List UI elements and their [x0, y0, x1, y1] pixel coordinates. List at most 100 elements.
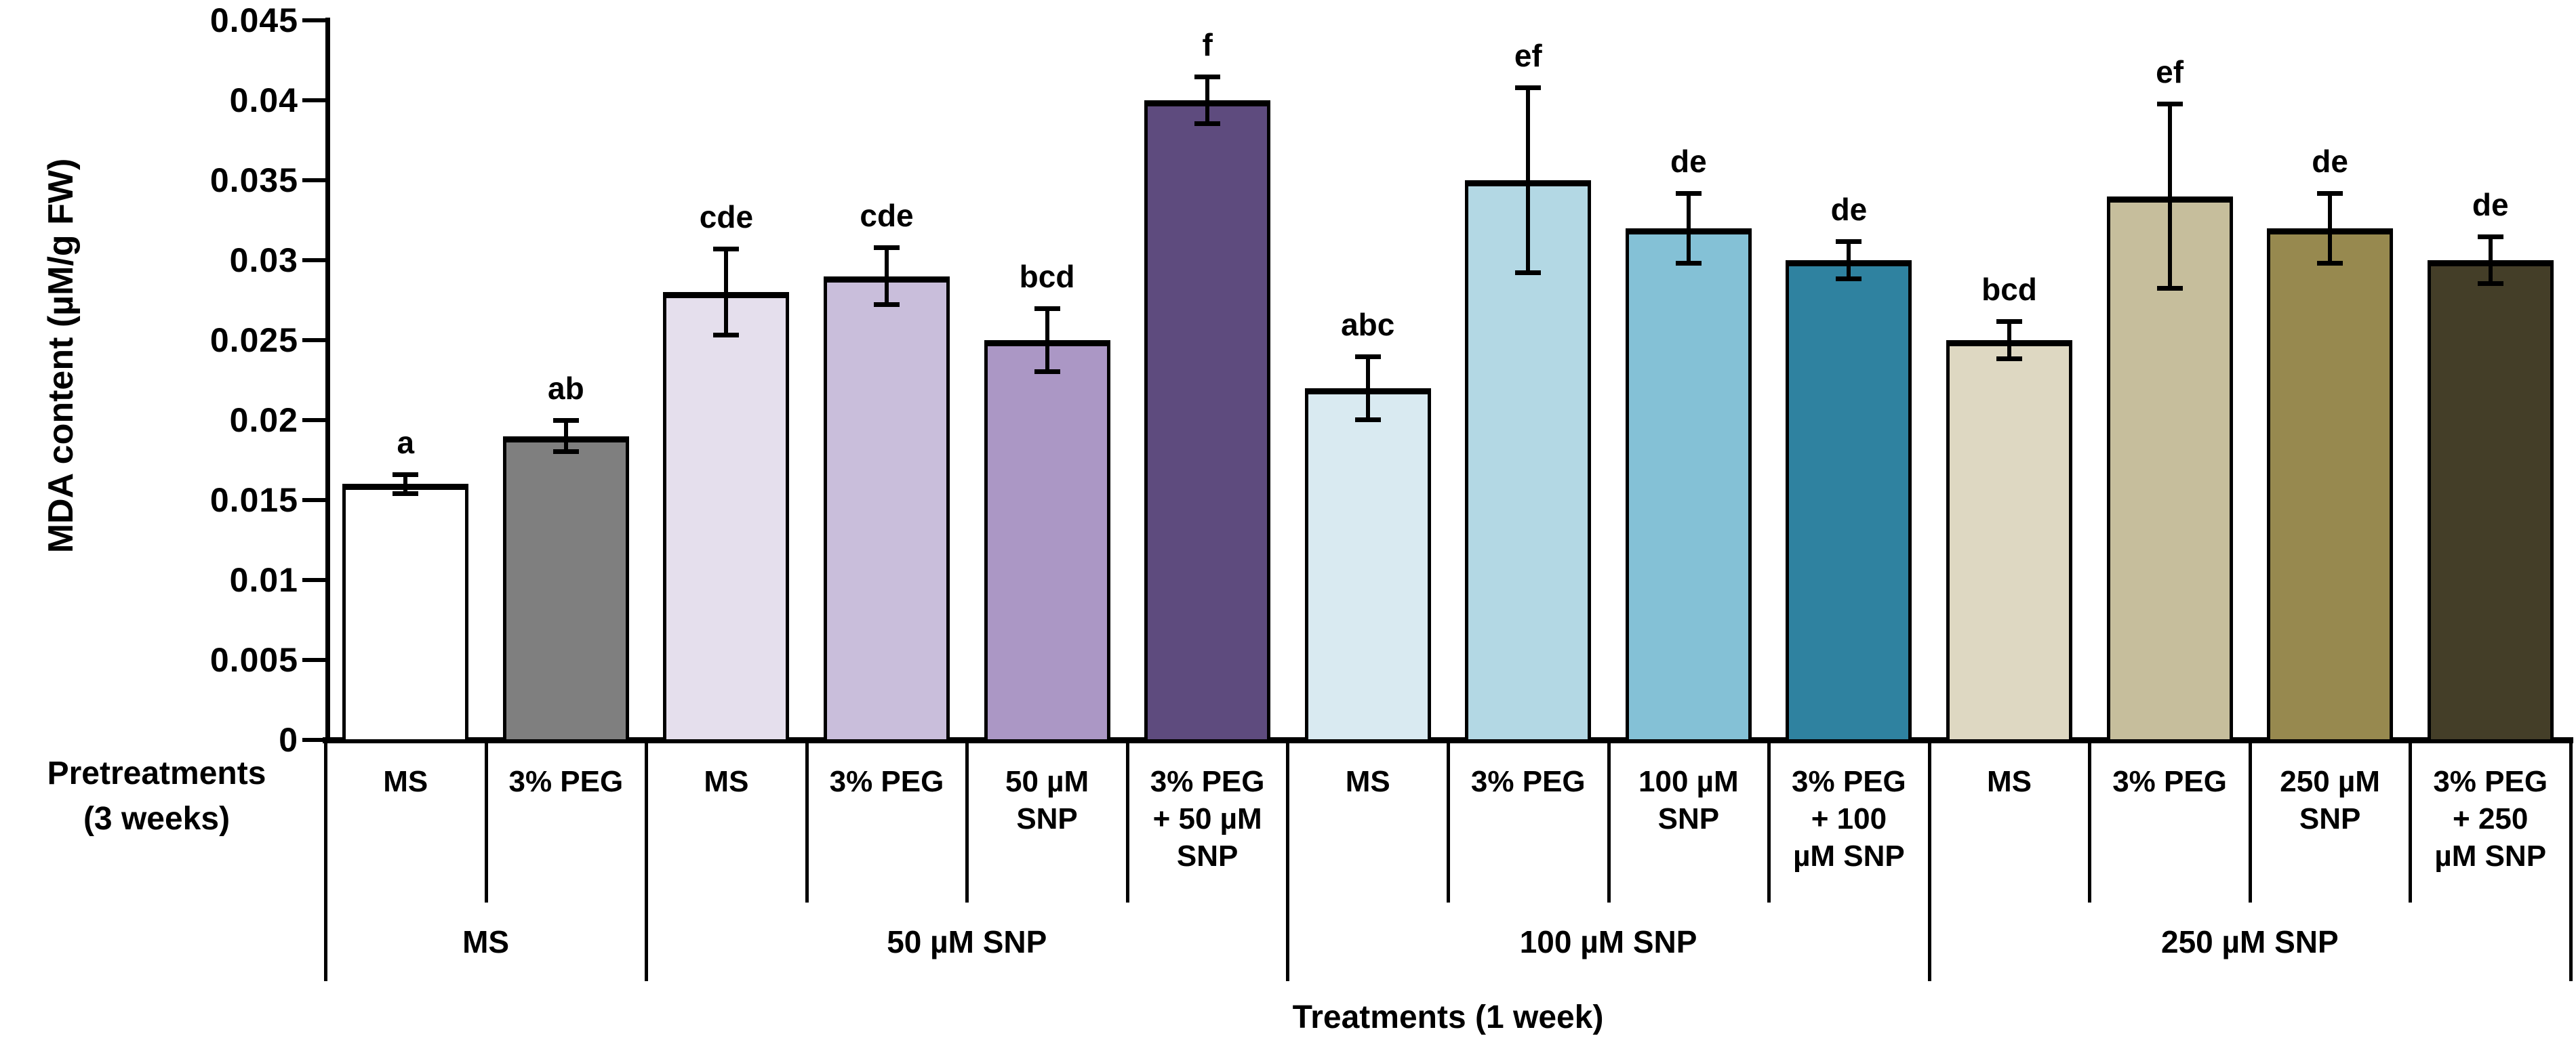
pretreatment-cell: 3% PEG [807, 745, 967, 900]
y-tick-label: 0.015 [209, 481, 298, 519]
pretreatment-label: 3% PEG + 50 µM SNP [1150, 765, 1265, 873]
error-bar [403, 474, 408, 494]
error-bar [1205, 76, 1210, 125]
significance-letter: ab [548, 371, 584, 406]
error-bar [885, 247, 889, 306]
significance-letter: ef [2156, 54, 2184, 89]
error-cap-top [1836, 239, 1862, 244]
bar [2427, 260, 2554, 743]
y-tick-mark [302, 578, 325, 582]
significance-letter: cde [860, 198, 914, 234]
error-bar [2328, 192, 2333, 264]
error-cap-bottom [874, 302, 900, 308]
pretreatment-label: 3% PEG + 100 µM SNP [1792, 765, 1906, 873]
group-divider [324, 740, 327, 981]
bar [824, 276, 950, 743]
cell-divider [484, 740, 488, 903]
treatment-group-cell: 50 µM SNP [646, 909, 1287, 974]
error-cap-bottom [552, 449, 579, 455]
treatment-group-cell: 250 µM SNP [1929, 909, 2571, 974]
pretreatment-cell: 50 µM SNP [967, 745, 1127, 900]
pretreatment-cell: MS [646, 745, 807, 900]
error-bar [1686, 192, 1691, 264]
error-bar [1526, 87, 1531, 273]
significance-letter: de [1830, 191, 1868, 227]
treatment-group-cell: 100 µM SNP [1287, 909, 1929, 974]
significance-letter: abc [1341, 306, 1395, 342]
error-cap-top [552, 418, 579, 423]
pretreatment-cell: 3% PEG + 50 µM SNP [1127, 745, 1288, 900]
error-cap-top [1996, 318, 2022, 324]
y-tick-mark [302, 658, 325, 662]
x-axis-title: Treatments (1 week) [1292, 999, 1604, 1035]
error-bar [2007, 320, 2011, 360]
pretreatment-label: MS [1986, 765, 2032, 798]
y-tick-mark [302, 18, 325, 22]
cell-divider [805, 740, 809, 903]
error-bar [1847, 241, 1851, 280]
significance-letter: ef [1514, 38, 1542, 74]
error-cap-top [2317, 190, 2343, 196]
y-axis-line [325, 18, 330, 743]
y-tick-label: 0.045 [209, 1, 298, 39]
error-cap-bottom [1034, 369, 1060, 375]
y-tick-label: 0.035 [209, 161, 298, 199]
error-cap-bottom [1675, 260, 1702, 266]
bar [342, 484, 469, 743]
pretreatment-label: 3% PEG [829, 765, 944, 798]
significance-letter: de [1670, 143, 1707, 179]
treatment-group-label: 100 µM SNP [1519, 924, 1697, 959]
group-divider [2569, 740, 2573, 981]
error-cap-top [1354, 354, 1381, 359]
error-cap-bottom [1194, 121, 1221, 127]
significance-letter: bcd [1981, 271, 2037, 307]
bar [2267, 228, 2394, 743]
pretreatment-label: 50 µM SNP [1005, 765, 1089, 835]
cell-divider [2409, 740, 2413, 903]
error-cap-top [1194, 74, 1221, 79]
y-tick-mark [302, 178, 325, 182]
group-divider [1927, 740, 1931, 981]
cell-divider [965, 740, 969, 903]
error-cap-bottom [713, 332, 740, 337]
error-cap-top [874, 245, 900, 251]
cell-divider [1125, 740, 1129, 903]
pretreatment-label: MS [383, 765, 428, 798]
pretreatments-row-label: Pretreatments (3 weeks) [47, 756, 266, 837]
y-tick-mark [302, 498, 325, 502]
error-bar [1045, 308, 1049, 373]
cell-divider [1607, 740, 1611, 903]
treatment-group-label: MS [462, 924, 510, 959]
bar [1625, 228, 1752, 743]
pretreatment-cell: MS [1287, 745, 1448, 900]
y-tick-label: 0.04 [229, 81, 298, 119]
y-axis-title: MDA content (µM/g FW) [41, 158, 81, 554]
cell-divider [2088, 740, 2092, 903]
bar [502, 436, 629, 743]
bar [663, 292, 790, 743]
y-tick-label: 0.02 [229, 401, 298, 439]
y-tick-label: 0 [279, 721, 298, 759]
pretreatment-cell: 100 µM SNP [1609, 745, 1769, 900]
treatment-group-label: 50 µM SNP [887, 924, 1047, 959]
error-bar [563, 420, 568, 453]
error-bar [1365, 356, 1370, 420]
pretreatment-label: 3% PEG [2112, 765, 2227, 798]
pretreatment-cell: 3% PEG [2089, 745, 2250, 900]
significance-letter: f [1202, 26, 1213, 62]
group-divider [1286, 740, 1290, 981]
error-cap-top [393, 472, 419, 478]
error-cap-bottom [1354, 417, 1381, 422]
bar [1144, 100, 1271, 743]
significance-letter: cde [699, 199, 754, 235]
y-tick-mark [302, 418, 325, 422]
y-tick-mark [302, 258, 325, 262]
y-tick-mark [302, 738, 325, 742]
y-tick-mark [302, 338, 325, 342]
error-cap-top [2156, 101, 2183, 106]
error-bar [2167, 103, 2172, 289]
y-tick-mark [302, 98, 325, 102]
significance-letter: bcd [1019, 258, 1075, 294]
treatment-group-label: 250 µM SNP [2160, 924, 2339, 959]
